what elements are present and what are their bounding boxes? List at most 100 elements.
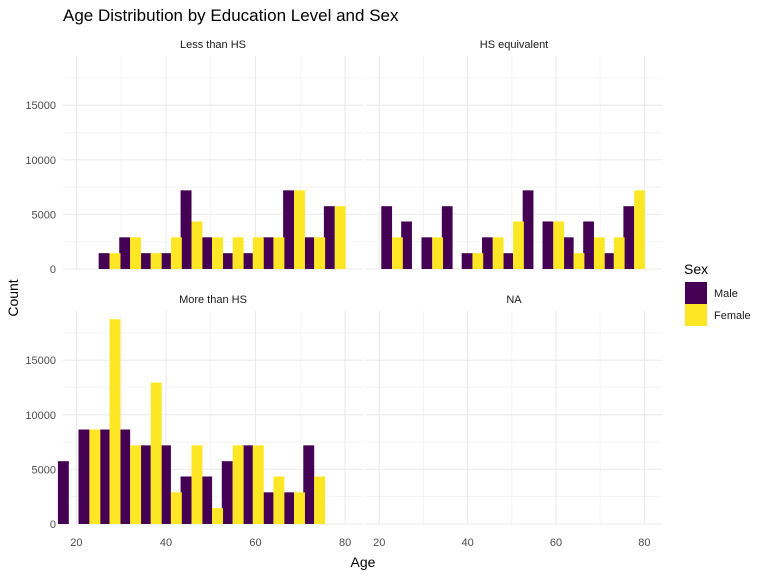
facet-strip-label: HS equivalent xyxy=(480,39,549,51)
bar-female xyxy=(150,382,162,524)
y-tick-label: 0 xyxy=(50,519,56,531)
bar-female xyxy=(252,237,264,269)
y-axis-title: Count xyxy=(5,279,21,316)
bar-male xyxy=(201,237,213,269)
bar-male xyxy=(401,221,412,269)
bar-male xyxy=(98,253,110,269)
bar-male xyxy=(502,253,514,269)
bar-male xyxy=(583,221,594,269)
bar-male xyxy=(180,190,192,269)
bar-female xyxy=(191,445,203,524)
facet-panel-1: Less than HS 0 5000 10000 15000 xyxy=(25,39,363,276)
bar-female xyxy=(232,445,244,524)
legend-title: Sex xyxy=(684,261,708,277)
bar-female xyxy=(89,429,101,524)
legend-key-male xyxy=(685,282,707,304)
bar-male xyxy=(57,461,69,524)
bar-male xyxy=(139,445,151,524)
bar-male xyxy=(562,237,574,269)
x-tick-label: 60 xyxy=(550,537,562,549)
bar-male xyxy=(283,492,295,524)
bar-female xyxy=(170,237,182,269)
bar-male xyxy=(159,445,171,524)
bar-male xyxy=(421,237,433,269)
bar-male xyxy=(241,445,253,524)
y-tick-label: 5000 xyxy=(32,464,56,476)
bar-female xyxy=(334,206,346,269)
bar-female xyxy=(130,237,142,269)
bar-male xyxy=(262,492,274,524)
bar-male xyxy=(221,461,233,524)
bar-female xyxy=(314,237,326,269)
bar-male xyxy=(441,206,453,269)
y-tick-label: 5000 xyxy=(32,209,56,221)
bar-female xyxy=(212,508,224,524)
bar-male xyxy=(303,445,315,524)
legend-label-male: Male xyxy=(714,288,738,300)
y-tick-label: 10000 xyxy=(25,410,56,422)
x-tick-label: 20 xyxy=(70,537,82,549)
bar-male xyxy=(78,429,90,524)
bar-female xyxy=(273,237,285,269)
bar-male xyxy=(323,206,335,269)
bar-female xyxy=(294,492,305,524)
y-tick-label: 10000 xyxy=(25,155,56,167)
bar-male xyxy=(119,429,131,524)
bar-male xyxy=(522,190,534,269)
bar-female xyxy=(109,253,121,269)
bar-female xyxy=(634,190,645,269)
bar-female xyxy=(613,237,625,269)
x-tick-label: 40 xyxy=(461,537,473,549)
bar-male xyxy=(159,253,171,269)
bar-female xyxy=(150,253,162,269)
legend: Sex Male Female xyxy=(684,261,751,326)
x-tick-label: 80 xyxy=(339,537,351,549)
x-tick-label: 20 xyxy=(373,537,385,549)
bar-male xyxy=(461,253,473,269)
bar-male xyxy=(139,253,151,269)
bar-female xyxy=(109,319,121,524)
bar-female xyxy=(513,221,524,269)
bar-female xyxy=(573,253,585,269)
x-tick-label: 60 xyxy=(249,537,261,549)
bar-female xyxy=(593,237,605,269)
bar-male xyxy=(283,190,295,269)
y-tick-label: 0 xyxy=(50,264,56,276)
facet-strip-label: NA xyxy=(506,294,522,306)
bar-male xyxy=(221,253,233,269)
bar-female xyxy=(273,476,285,524)
bar-female xyxy=(492,237,504,269)
bar-female xyxy=(170,492,182,524)
bar-female xyxy=(314,476,326,524)
y-tick-label: 15000 xyxy=(25,355,56,367)
bar-male xyxy=(303,237,315,269)
legend-key-female xyxy=(685,304,707,326)
bar-male xyxy=(603,253,614,269)
bar-female xyxy=(553,221,565,269)
bar-female xyxy=(191,221,203,269)
bar-male xyxy=(262,237,274,269)
x-tick-label: 80 xyxy=(638,537,650,549)
bar-female xyxy=(232,237,244,269)
facet-strip-label: Less than HS xyxy=(180,39,246,51)
bar-female xyxy=(392,237,403,269)
bar-male xyxy=(542,221,554,269)
bar-male xyxy=(180,476,192,524)
bar-female xyxy=(212,237,224,269)
bar-female xyxy=(252,445,264,524)
x-tick-label: 40 xyxy=(160,537,172,549)
bar-male xyxy=(119,237,131,269)
facet-panels: Less than HS 0 5000 10000 15000 HS equivalent… xyxy=(25,39,662,549)
legend-label-female: Female xyxy=(714,310,751,322)
bar-male xyxy=(623,206,635,269)
bar-male xyxy=(381,206,393,269)
bar-male xyxy=(201,476,213,524)
facet-panel-2: HS equivalent xyxy=(366,39,662,270)
bar-female xyxy=(294,190,305,269)
facet-panel-3: More than HS 0 5000 10000 15000 20 40 60 80 xyxy=(25,294,363,549)
bar-male xyxy=(98,429,110,524)
facet-strip-label: More than HS xyxy=(179,294,247,306)
x-axis-title: Age xyxy=(351,554,376,570)
chart-title: Age Distribution by Education Level and … xyxy=(63,6,399,25)
